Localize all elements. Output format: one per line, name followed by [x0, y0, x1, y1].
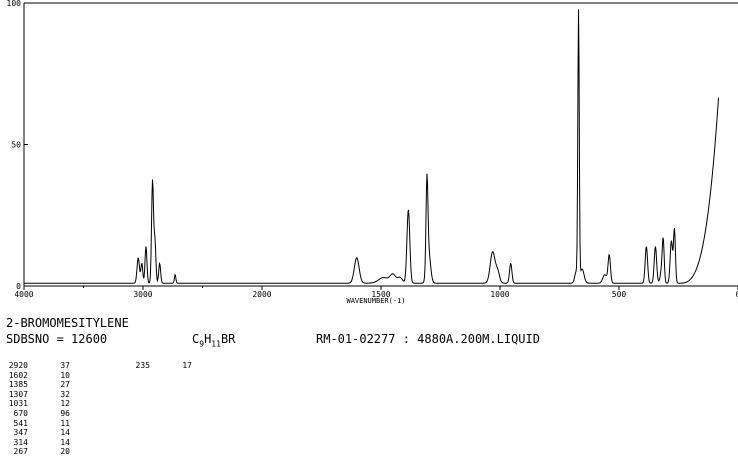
plot-frame [23, 2, 738, 287]
x-tick-label: 4000 [14, 290, 33, 299]
x-tick-label: 0 [736, 290, 738, 299]
x-tick-label: 3000 [133, 290, 152, 299]
formula-h-count: 11 [211, 339, 221, 349]
ir-spectrum-chart: 4000 3000 2000 1500 1000 500 0 0 50 100 WAVENUMBE… [7, 0, 738, 305]
axes: 4000 3000 2000 1500 1000 500 0 0 50 100 [7, 0, 738, 299]
peak-wavenumber: 314 [13, 437, 28, 447]
peak-intensity: 10 [60, 370, 70, 380]
peak-table: 2920 37 1602 10 1385 27 1307 32 1031 12 670 96 541 11… [0, 361, 70, 457]
peak-wavenumber: 1385 [8, 380, 28, 390]
formula-c: C [192, 332, 200, 346]
peak-row: 1031 12 [0, 399, 70, 409]
peak-row: 1602 10 [0, 371, 70, 381]
sdbs-number: SDBSNO = 12600 [6, 332, 108, 346]
peak-intensity: 12 [60, 399, 70, 409]
peak-row: 2920 37 [0, 361, 70, 371]
peak-wavenumber: 235 [135, 361, 150, 370]
peak-wavenumber: 267 [13, 447, 28, 457]
peak-intensity: 37 [60, 361, 70, 370]
peak-wavenumber: 1031 [8, 399, 28, 409]
x-tick-label: 1000 [490, 290, 509, 299]
y-tick-label: 100 [7, 0, 22, 8]
peak-intensity: 20 [60, 447, 70, 457]
peak-intensity: 11 [60, 418, 70, 428]
peak-row: 541 11 [0, 419, 70, 429]
compound-name: 2-BROMOMESITYLENE [6, 316, 129, 330]
formula-rest: BR [220, 332, 236, 346]
peak-intensity: 96 [60, 408, 70, 418]
peak-wavenumber: 347 [13, 428, 28, 438]
x-tick-label: 1500 [371, 290, 390, 299]
y-tick-label: 50 [11, 141, 21, 150]
formula-h: H [204, 332, 212, 346]
formula-c-count: 9 [199, 339, 205, 349]
peak-wavenumber: 2920 [8, 361, 28, 370]
peak-row: 235 17 [122, 361, 192, 371]
x-tick-label: 500 [612, 290, 627, 299]
peak-wavenumber: 1307 [8, 389, 28, 399]
x-axis-title: WAVENUMBER(-1) [346, 297, 405, 305]
peak-wavenumber: 670 [13, 408, 28, 418]
x-tick-label: 2000 [252, 290, 271, 299]
spectrum-trace [24, 9, 719, 284]
peak-intensity: 17 [182, 361, 192, 370]
peak-row: 347 14 [0, 428, 70, 438]
peak-intensity: 27 [60, 380, 70, 390]
peak-row: 314 14 [0, 438, 70, 448]
molecular-formula: C9H11BR [192, 332, 235, 348]
peak-table-secondary: 235 17 [122, 361, 192, 371]
peak-wavenumber: 1602 [8, 370, 28, 380]
peak-wavenumber: 541 [13, 418, 28, 428]
peak-intensity: 14 [60, 437, 70, 447]
measurement-conditions: RM-01-02277 : 4880A.200M.LIQUID [316, 332, 540, 346]
peak-intensity: 14 [60, 428, 70, 438]
peak-row: 1307 32 [0, 390, 70, 400]
peak-row: 267 20 [0, 447, 70, 457]
peak-row: 1385 27 [0, 380, 70, 390]
spectrum-line [24, 9, 719, 284]
peak-row: 670 96 [0, 409, 70, 419]
peak-intensity: 32 [60, 389, 70, 399]
y-tick-label: 0 [16, 282, 21, 291]
